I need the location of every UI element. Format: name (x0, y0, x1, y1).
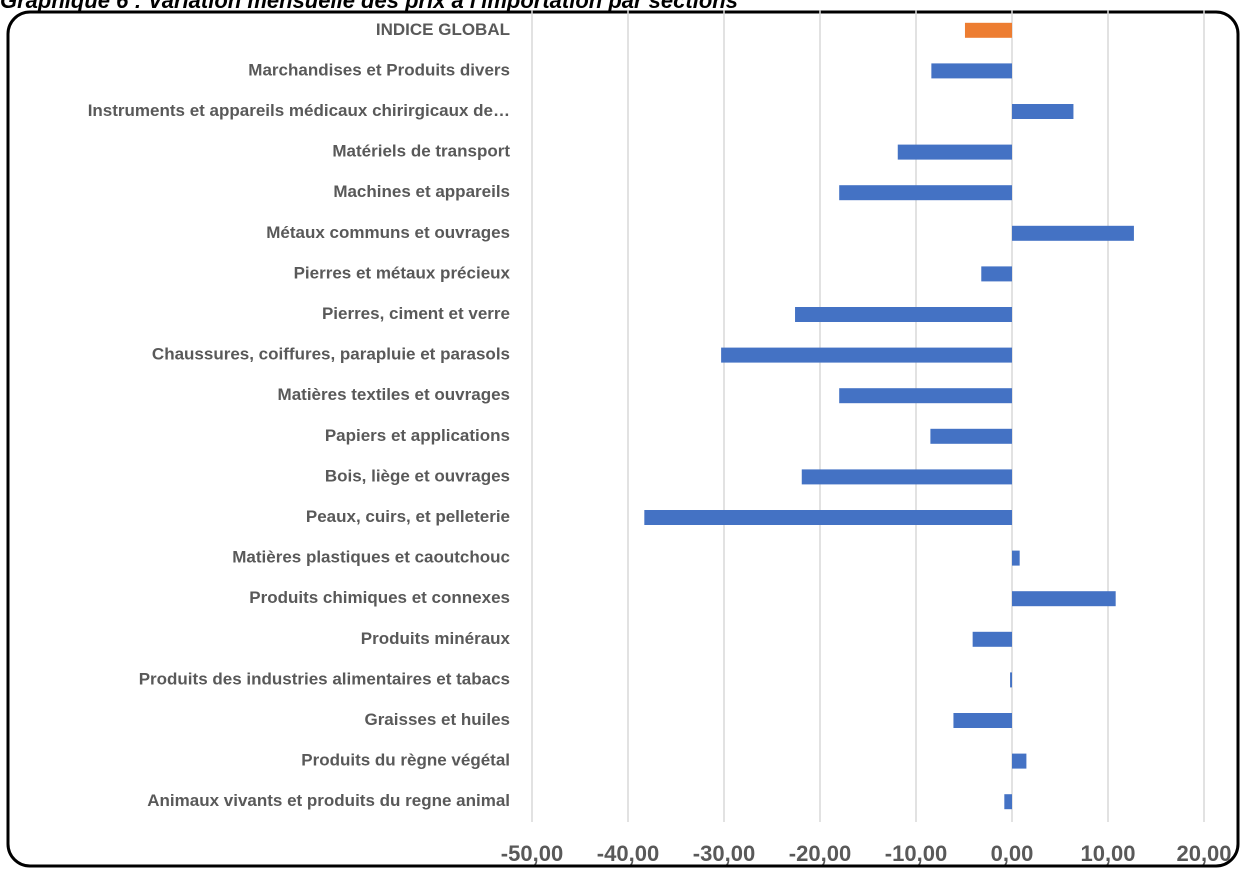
y-tick-label: Produits du règne végétal (301, 751, 510, 770)
y-tick-label: Matières plastiques et caoutchouc (232, 548, 510, 567)
bar (953, 713, 1012, 728)
x-tick-label: -50,00 (501, 841, 563, 866)
x-tick-label: 10,00 (1080, 841, 1135, 866)
y-tick-label: Matériels de transport (332, 142, 510, 161)
x-tick-label: 20,00 (1176, 841, 1231, 866)
chart-title: Graphique 6 : Variation mensuelle des pr… (0, 0, 738, 13)
y-tick-label: Animaux vivants et produits du regne ani… (147, 791, 510, 810)
bar (931, 63, 1012, 79)
bar (972, 631, 1012, 647)
bar (1012, 591, 1116, 607)
bar (839, 388, 1012, 404)
y-tick-label: Pierres et métaux précieux (294, 263, 511, 282)
y-tick-label: Produits des industries alimentaires et … (139, 669, 510, 688)
y-tick-label: Machines et appareils (333, 182, 510, 201)
bar (964, 22, 1012, 38)
bar (801, 469, 1012, 485)
y-tick-label: Chaussures, coiffures, parapluie et para… (152, 345, 510, 364)
y-tick-label: Papiers et applications (325, 426, 510, 445)
y-tick-label: Pierres, ciment et verre (322, 304, 510, 323)
x-tick-label: -10,00 (885, 841, 947, 866)
bar (981, 266, 1012, 282)
chart-frame (6, 10, 1240, 868)
bar (1012, 550, 1020, 566)
bar (839, 185, 1012, 201)
y-tick-label: Peaux, cuirs, et pelleterie (306, 507, 510, 526)
x-tick-label: -40,00 (597, 841, 659, 866)
bar (1012, 104, 1074, 119)
x-tick-label: 0,00 (991, 841, 1034, 866)
y-tick-label: INDICE GLOBAL (376, 20, 510, 39)
x-tick-label: -20,00 (789, 841, 851, 866)
y-tick-label: Matières textiles et ouvrages (278, 385, 510, 404)
bar (1012, 225, 1134, 241)
x-tick-label: -30,00 (693, 841, 755, 866)
y-tick-label: Produits minéraux (361, 629, 511, 648)
y-tick-label: Métaux communs et ouvrages (266, 223, 510, 242)
bar (644, 510, 1012, 525)
bar (930, 428, 1012, 444)
y-tick-label: Marchandises et Produits divers (248, 60, 510, 79)
y-tick-label: Produits chimiques et connexes (249, 588, 510, 607)
bar (1010, 672, 1012, 688)
bar (897, 144, 1012, 160)
y-tick-label: Instruments et appareils médicaux chirir… (88, 101, 510, 120)
y-tick-label: Bois, liège et ouvrages (325, 466, 510, 485)
bar (1004, 794, 1012, 810)
bar (795, 307, 1012, 322)
bar (1012, 753, 1027, 769)
bar (721, 347, 1012, 363)
y-tick-label: Graisses et huiles (364, 710, 510, 729)
